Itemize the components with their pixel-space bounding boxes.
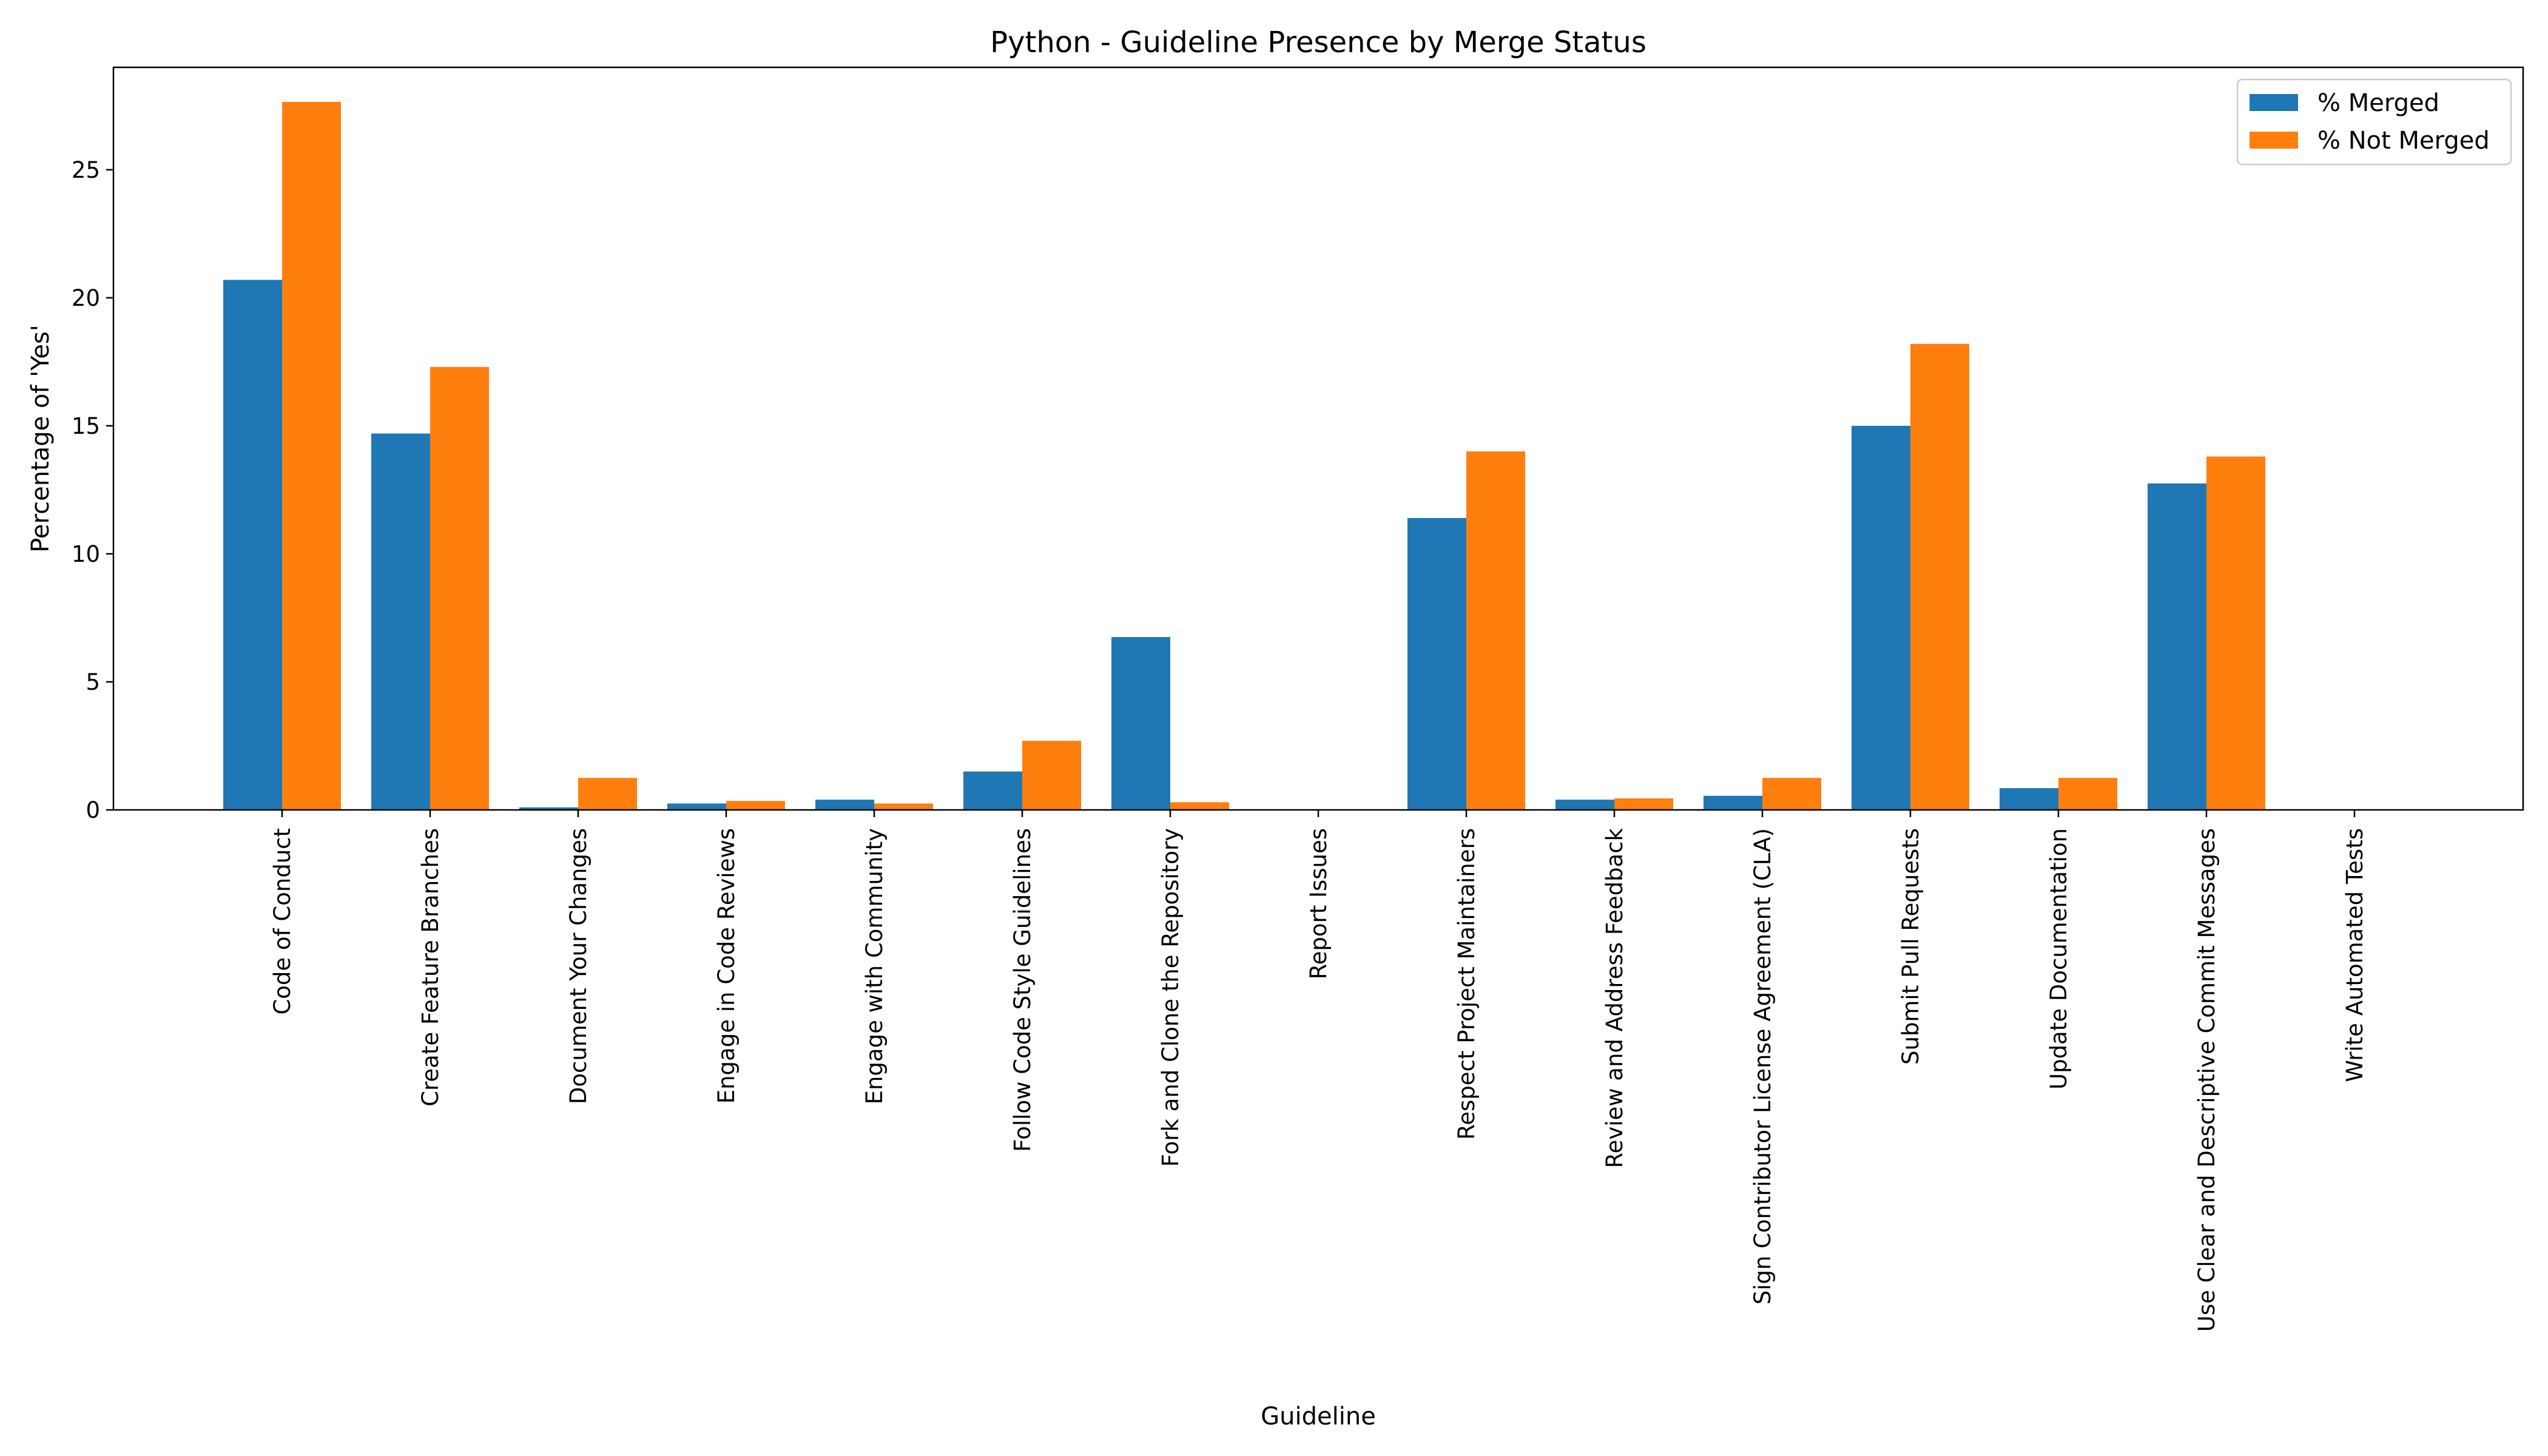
bar-merged-5 bbox=[963, 771, 1022, 810]
plot-frame bbox=[112, 66, 2524, 811]
bar-not-merged-3 bbox=[726, 801, 785, 810]
x-tick-label-8: Respect Project Maintainers bbox=[1454, 828, 1480, 1140]
bar-merged-1 bbox=[371, 433, 430, 810]
bar-merged-8 bbox=[1407, 517, 1466, 810]
bar-not-merged-9 bbox=[1614, 798, 1673, 810]
bar-not-merged-4 bbox=[874, 803, 933, 810]
x-tick-label-5: Follow Code Style Guidelines bbox=[1009, 828, 1036, 1152]
bar-merged-10 bbox=[1704, 795, 1762, 810]
bar-not-merged-10 bbox=[1762, 778, 1821, 810]
bar-merged-4 bbox=[815, 800, 874, 810]
bar-merged-13 bbox=[2148, 483, 2206, 810]
x-axis-title: Guideline bbox=[1261, 1403, 1376, 1431]
bar-not-merged-6 bbox=[1170, 802, 1229, 810]
x-tick-label-4: Engage with Community bbox=[861, 828, 888, 1104]
bar-merged-11 bbox=[1852, 425, 1910, 810]
legend-swatch-1 bbox=[2250, 132, 2298, 149]
x-tick-label-2: Document Your Changes bbox=[565, 828, 592, 1104]
bar-not-merged-0 bbox=[282, 101, 341, 811]
x-tick-label-14: Write Automated Tests bbox=[2342, 828, 2368, 1082]
y-tick-label-5: 25 bbox=[72, 157, 100, 183]
legend: % Merged % Not Merged bbox=[2236, 78, 2512, 166]
bar-not-merged-5 bbox=[1022, 741, 1081, 810]
bar-merged-9 bbox=[1555, 800, 1614, 810]
bars-group bbox=[223, 101, 2265, 811]
y-tick-label-1: 5 bbox=[86, 669, 100, 695]
x-axis: Code of Conduct Create Feature Branches Do… bbox=[269, 810, 2368, 1332]
bar-not-merged-12 bbox=[2058, 778, 2117, 810]
bar-not-merged-1 bbox=[430, 366, 489, 810]
y-axis: 0 5 10 15 20 25 bbox=[72, 157, 113, 823]
x-tick-label-3: Engage in Code Reviews bbox=[713, 828, 740, 1104]
y-axis-title: Percentage of 'Yes' bbox=[27, 325, 55, 553]
bar-merged-2 bbox=[519, 807, 578, 810]
y-tick-label-2: 10 bbox=[72, 541, 100, 567]
chart-title: Python - Guideline Presence by Merge Sta… bbox=[990, 25, 1646, 59]
bar-merged-12 bbox=[2000, 788, 2058, 810]
legend-swatch-0 bbox=[2250, 94, 2298, 111]
bar-not-merged-2 bbox=[578, 778, 637, 810]
x-tick-label-10: Sign Contributor License Agreement (CLA) bbox=[1750, 828, 1776, 1304]
x-tick-label-0: Code of Conduct bbox=[269, 828, 295, 1015]
x-tick-label-9: Review and Address Feedback bbox=[1602, 827, 1628, 1168]
bar-merged-3 bbox=[667, 803, 726, 810]
legend-label-1: % Not Merged bbox=[2317, 127, 2490, 155]
x-tick-label-1: Create Feature Branches bbox=[417, 828, 443, 1107]
y-tick-label-4: 20 bbox=[72, 285, 100, 311]
bar-not-merged-8 bbox=[1466, 451, 1525, 810]
x-tick-label-13: Use Clear and Descriptive Commit Message… bbox=[2194, 828, 2220, 1332]
x-tick-label-11: Submit Pull Requests bbox=[1898, 828, 1924, 1065]
x-tick-label-12: Update Documentation bbox=[2046, 828, 2072, 1090]
x-tick-label-6: Fork and Clone the Repository bbox=[1158, 828, 1184, 1167]
bar-not-merged-11 bbox=[1910, 343, 1969, 810]
bar-not-merged-13 bbox=[2206, 456, 2265, 810]
legend-label-0: % Merged bbox=[2317, 89, 2439, 117]
bar-merged-0 bbox=[223, 280, 282, 810]
y-tick-label-0: 0 bbox=[86, 797, 100, 823]
bar-merged-6 bbox=[1111, 637, 1170, 810]
legend-box bbox=[2236, 78, 2512, 166]
x-tick-label-7: Report Issues bbox=[1306, 828, 1332, 979]
y-tick-label-3: 15 bbox=[72, 413, 100, 439]
